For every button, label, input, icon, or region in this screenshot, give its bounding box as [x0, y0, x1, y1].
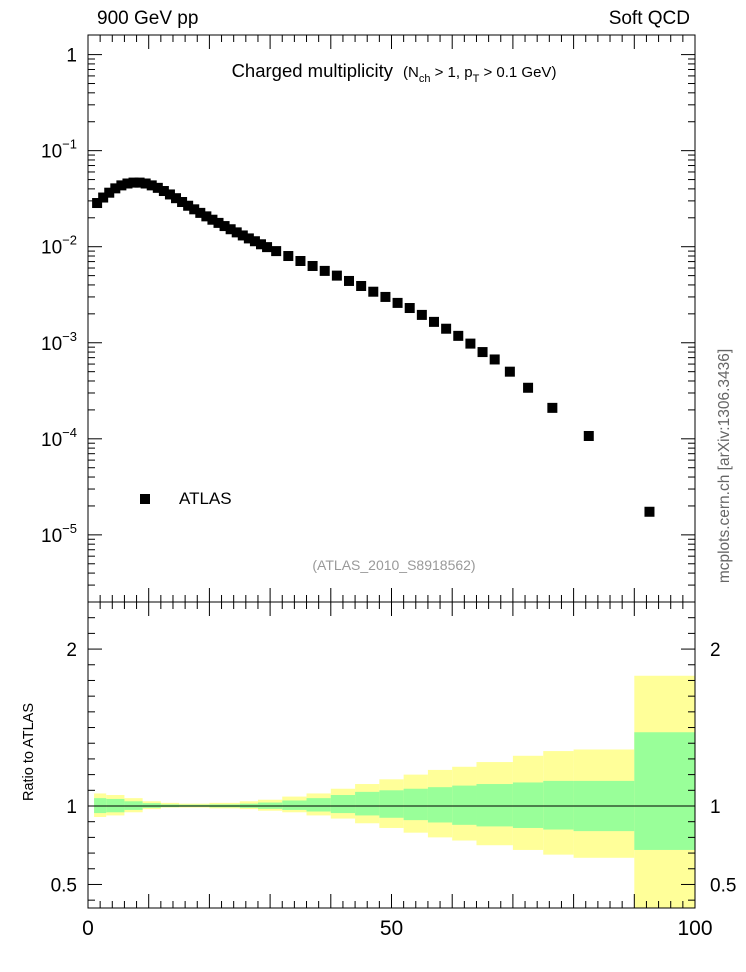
ratio-y-tick-label-right: 1: [710, 797, 721, 818]
data-point: [140, 178, 151, 189]
data-point: [183, 200, 194, 211]
data-point: [283, 251, 294, 262]
chart-title: Charged multiplicity (Nch > 1, pT > 0.1 G…: [0, 60, 746, 85]
x-tick-label: 50: [380, 917, 403, 940]
data-point: [177, 197, 188, 208]
main-frame: [87, 34, 696, 603]
y-tick-label: 10−1: [41, 137, 77, 163]
data-point: [489, 354, 500, 365]
band-bin-inner: [476, 784, 513, 827]
legend-marker-atlas: [140, 494, 150, 504]
y-tick-label: 1: [66, 46, 77, 67]
ratio-axis-label: Ratio to ATLAS: [21, 702, 37, 802]
data-point: [146, 180, 157, 191]
main-data-markers: [92, 177, 655, 517]
band-bin-inner: [379, 790, 404, 818]
data-point: [504, 366, 515, 377]
data-point: [122, 178, 133, 189]
data-point: [98, 192, 109, 203]
axis-tick-labels: 1 10−1 10−2 10−3 10−4 10−5 0 50 100 0.5 0.5 1 1 2 2: [41, 46, 736, 940]
y-tick-label: 10−3: [41, 329, 77, 355]
band-bin-inner: [512, 782, 544, 828]
ratio-y-tick-label-left: 1: [66, 797, 77, 818]
data-point: [356, 280, 367, 291]
data-point: [271, 246, 282, 257]
data-point: [207, 214, 218, 225]
data-point: [225, 224, 236, 235]
y-tick-label: 10−5: [41, 521, 77, 547]
data-point: [231, 227, 242, 238]
data-point: [404, 303, 415, 314]
data-point: [201, 211, 212, 222]
data-point: [392, 297, 403, 308]
data-point: [213, 217, 224, 228]
data-point: [134, 177, 145, 188]
data-point: [295, 255, 306, 266]
data-point: [128, 177, 139, 188]
data-point: [477, 347, 488, 358]
band-bin-inner: [634, 732, 695, 850]
data-point: [92, 198, 103, 209]
data-point: [319, 265, 330, 276]
data-point: [255, 239, 266, 250]
data-point: [644, 506, 655, 517]
data-point: [547, 402, 558, 413]
y-tick-label: 10−4: [41, 425, 77, 451]
data-point: [249, 236, 260, 247]
ratio-y-tick-label-left: 2: [66, 640, 77, 661]
data-point: [441, 323, 452, 334]
data-point: [171, 193, 182, 204]
data-point: [110, 183, 121, 194]
data-point: [368, 286, 379, 297]
x-tick-label: 100: [677, 917, 712, 940]
chart-title-main: Charged multiplicity: [231, 60, 393, 81]
ratio-y-tick-label-right: 2: [710, 640, 721, 661]
chart-title-cuts: (Nch > 1, pT > 0.1 GeV): [403, 64, 557, 85]
data-point: [428, 316, 439, 327]
legend-entry-atlas: ATLAS: [179, 489, 232, 508]
data-point: [164, 189, 175, 200]
data-point: [195, 207, 206, 218]
data-point: [116, 180, 127, 191]
data-point: [152, 182, 163, 193]
x-tick-label: 0: [82, 917, 94, 940]
data-point: [189, 204, 200, 215]
band-bin-inner: [355, 791, 380, 816]
legend-marker: [140, 494, 150, 504]
data-point: [344, 275, 355, 286]
ratio-bands: [94, 675, 695, 908]
band-bin-inner: [543, 780, 574, 830]
data-point: [262, 242, 273, 253]
data-point: [523, 382, 534, 393]
band-bin-inner: [306, 798, 331, 812]
band-bin-inner: [330, 795, 356, 814]
data-point: [307, 260, 318, 271]
ratio-y-tick-label-right: 0.5: [710, 875, 736, 896]
data-point: [380, 291, 391, 302]
data-point: [453, 330, 464, 341]
data-point: [219, 221, 230, 232]
band-bin-inner: [427, 787, 453, 823]
data-point: [237, 230, 248, 241]
y-tick-label: 10−2: [41, 233, 77, 259]
data-point: [158, 186, 169, 197]
band-bin-inner: [452, 785, 477, 825]
header-energy-label: 900 GeV pp: [97, 8, 199, 29]
data-point: [243, 233, 254, 244]
band-bin-inner: [282, 800, 307, 810]
analysis-tag: (ATLAS_2010_S8918562): [312, 557, 476, 573]
data-point: [331, 270, 342, 281]
data-point: [465, 338, 476, 349]
axis-ticks: [87, 35, 696, 908]
data-point: [583, 430, 594, 441]
data-point: [104, 187, 115, 198]
data-point: [416, 309, 427, 320]
header-process-label: Soft QCD: [608, 8, 690, 29]
ratio-y-tick-label-left: 0.5: [51, 875, 77, 896]
band-bin-inner: [403, 788, 428, 821]
watermark-text: mcplots.cern.ch [arXiv:1306.3436]: [716, 348, 733, 584]
